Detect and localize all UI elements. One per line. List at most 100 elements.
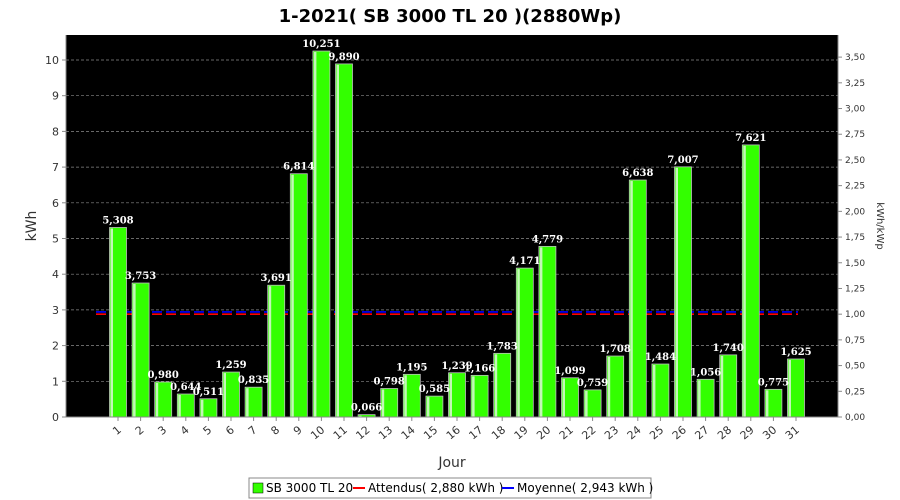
y-tick-label: 5 — [52, 232, 59, 245]
y2-tick-label: 0,75 — [845, 336, 865, 346]
bar-highlight — [788, 359, 791, 417]
data-label: 0,066 — [351, 403, 382, 414]
data-label: 1,708 — [600, 344, 631, 355]
data-label: 9,890 — [328, 52, 359, 63]
x-tick-label: 1 — [110, 423, 124, 437]
bar — [267, 284, 286, 418]
bar — [561, 377, 579, 418]
bar-highlight — [607, 357, 611, 417]
reference-lines — [96, 311, 798, 315]
bar — [109, 227, 127, 418]
data-label: 7,007 — [667, 155, 698, 166]
data-label: 0,759 — [577, 378, 608, 389]
bar — [583, 389, 602, 418]
bar-highlight — [313, 52, 317, 417]
y-tick-label: 3 — [52, 304, 59, 317]
y-tick-label: 9 — [52, 90, 59, 103]
x-tick-label: 26 — [670, 423, 689, 442]
bar — [335, 63, 353, 418]
bar-highlight — [155, 383, 159, 417]
data-label: 0,798 — [374, 377, 405, 388]
y2-tick-label: 3,25 — [845, 79, 865, 89]
bar — [538, 245, 557, 418]
bar-highlight — [223, 373, 226, 417]
data-label: 3,691 — [261, 273, 292, 284]
x-tick-label: 2 — [133, 423, 147, 437]
x-axis-label: Jour — [437, 455, 466, 471]
bar — [470, 374, 489, 418]
bar — [493, 352, 512, 418]
y2-tick-label: 2,50 — [845, 156, 865, 166]
data-label: 1,625 — [780, 347, 811, 358]
bar-highlight — [630, 181, 633, 417]
legend-box — [248, 477, 652, 499]
bar-highlight — [178, 395, 181, 417]
legend-entry-production: SB 3000 TL 20 — [266, 481, 353, 495]
data-label: 0,835 — [238, 375, 269, 386]
y2-tick-label: 1,50 — [845, 259, 865, 269]
bar-highlight — [404, 375, 407, 417]
y2-tick-label: 0,25 — [845, 387, 865, 397]
y-tick-label: 1 — [52, 375, 59, 388]
bar — [719, 354, 738, 418]
y-axis-right: 0,00 0,25 0,50 0,75 1,00 1,25 1,50 1,75 2,00 2,25… — [837, 35, 865, 423]
bar — [515, 267, 534, 418]
y-axis-left: 0 1 2 3 4 5 6 7 8 9 10 — [45, 35, 67, 424]
data-label: 1,195 — [396, 362, 427, 373]
data-label: 1,056 — [690, 367, 721, 378]
y2-tick-label: 0,00 — [845, 413, 865, 423]
bar-highlight — [449, 373, 452, 417]
bar-highlight — [246, 388, 249, 417]
x-tick-label: 21 — [557, 423, 576, 442]
bar-highlight — [472, 376, 475, 417]
bar — [312, 50, 331, 418]
bar-highlight — [743, 145, 746, 418]
legend-entry-expected: Attendus( 2,880 kWh ) — [368, 481, 503, 495]
data-label: 3,753 — [125, 271, 156, 282]
bar — [696, 378, 715, 418]
x-tick-label: 9 — [291, 423, 305, 437]
x-axis: 1 2 3 4 5 6 7 8 9 10 11 12 13 14 15 16 17 18 19 20 21 22 23 24 2… — [66, 416, 838, 442]
bar-highlight — [562, 378, 565, 417]
data-label: 1,484 — [645, 352, 676, 363]
bar — [628, 179, 647, 418]
y2-axis-label: kWh/kWp — [874, 202, 885, 249]
legend: SB 3000 TL 20 Attendus( 2,880 kWh ) Moye… — [248, 477, 653, 499]
bar-highlight — [765, 390, 769, 417]
bar-highlight — [336, 64, 339, 417]
bar — [154, 381, 173, 418]
y-tick-label: 4 — [52, 268, 59, 281]
bar — [448, 372, 466, 418]
data-label: 10,251 — [302, 39, 340, 50]
x-tick-label: 11 — [331, 423, 350, 442]
bar-highlight — [200, 399, 204, 417]
data-label: 1,099 — [554, 366, 585, 377]
bar-highlight — [585, 390, 588, 417]
y-axis-label: kWh — [24, 211, 40, 242]
x-tick-label: 4 — [178, 423, 192, 437]
bar — [244, 386, 263, 418]
x-tick-label: 3 — [155, 423, 169, 437]
bar-highlight — [426, 397, 430, 417]
x-tick-label: 22 — [579, 423, 598, 442]
bar-highlight — [652, 365, 656, 417]
bar — [674, 166, 692, 418]
bar — [606, 355, 625, 418]
bar — [425, 395, 444, 418]
bar-highlight — [675, 167, 678, 417]
data-label: 1,166 — [464, 363, 495, 374]
x-tick-label: 20 — [534, 423, 553, 442]
bar-highlight — [133, 284, 136, 417]
x-tick-label: 10 — [308, 423, 327, 442]
x-tick-label: 27 — [692, 423, 711, 442]
legend-swatch-production — [252, 482, 264, 494]
x-tick-label: 25 — [647, 423, 666, 442]
y2-tick-label: 3,00 — [845, 105, 865, 115]
plot-area — [66, 35, 838, 417]
y2-tick-label: 1,25 — [845, 284, 865, 294]
x-tick-label: 7 — [246, 423, 260, 437]
y-tick-label: 2 — [52, 340, 59, 353]
data-label: 0,644 — [170, 382, 201, 393]
x-tick-label: 29 — [738, 423, 757, 442]
